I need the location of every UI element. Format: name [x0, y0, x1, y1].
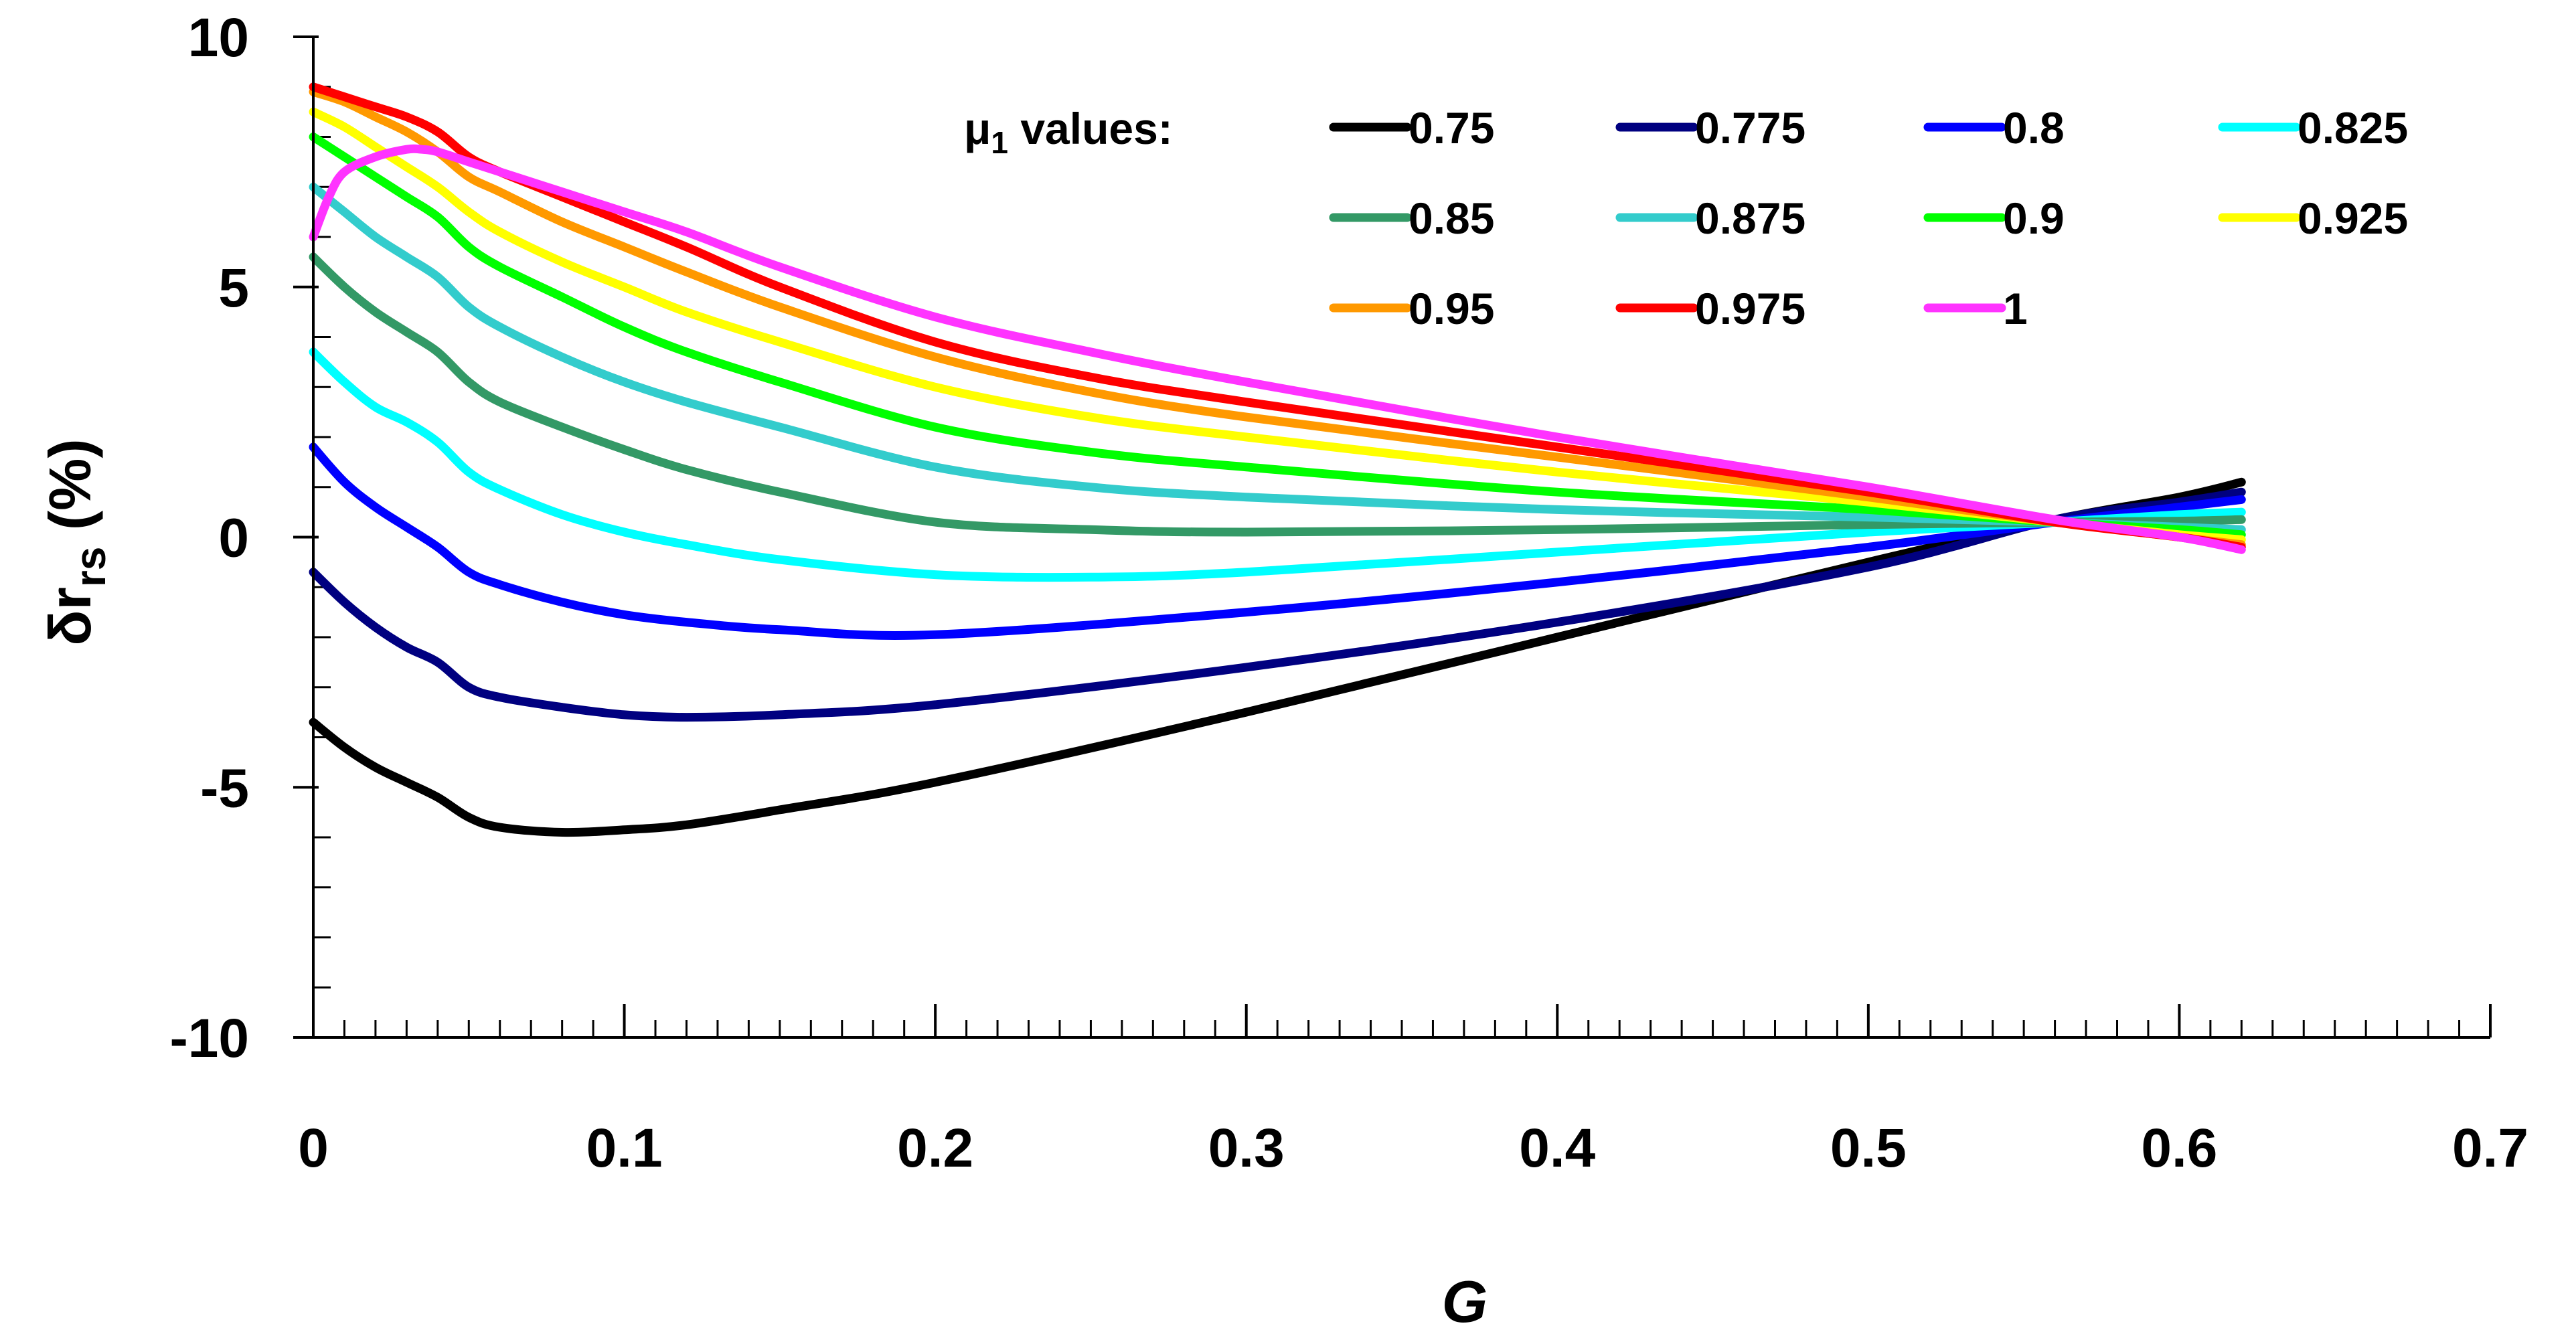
y-tick-label: 10: [188, 7, 249, 68]
legend-title: μ1 values:: [964, 104, 1173, 160]
y-axis-title-prefix: δr: [37, 587, 103, 646]
legend-label: 0.775: [1695, 103, 1805, 153]
series-line-0.75: [309, 477, 2246, 837]
minor-tick-marks: [313, 86, 2461, 1037]
legend-label: 0.975: [1695, 284, 1805, 333]
series-line-0.975: [309, 82, 2246, 552]
legend-title-prefix: μ: [964, 104, 991, 153]
legend-label: 0.95: [1408, 284, 1494, 333]
series-line-0.8: [309, 442, 2246, 640]
legend-title-subscript: 1: [991, 125, 1008, 160]
legend-label: 0.9: [2003, 193, 2065, 243]
y-tick-label: -5: [200, 758, 249, 819]
y-axis-title-subscript: rs: [66, 547, 114, 588]
x-tick-label: 0.4: [1519, 1118, 1595, 1179]
legend-title-suffix: values:: [1008, 104, 1173, 153]
y-tick-label: 0: [218, 508, 249, 569]
x-tick-label: 0.6: [2141, 1118, 2217, 1179]
x-tick-label: 0: [298, 1118, 329, 1179]
x-tick-labels: 0 0.1 0.2 0.3 0.4 0.5 0.6 0.7: [298, 1118, 2528, 1179]
x-axis-title: G: [1442, 1268, 1487, 1335]
legend-label: 0.75: [1408, 103, 1494, 153]
legend-label: 0.85: [1408, 193, 1494, 243]
y-tick-label: -10: [169, 1008, 249, 1069]
x-tick-label: 0.3: [1208, 1118, 1285, 1179]
y-axis-title-suffix: (%): [37, 438, 103, 546]
x-tick-label: 0.2: [897, 1118, 973, 1179]
legend-label: 1: [2003, 284, 2028, 333]
series-line-0.775: [309, 487, 2246, 722]
series-line-0.925: [309, 107, 2246, 544]
y-tick-label: 5: [218, 258, 249, 319]
x-tick-label: 0.7: [2452, 1118, 2528, 1179]
legend-label: 0.925: [2298, 193, 2408, 243]
series-line-0.875: [309, 182, 2246, 534]
x-tick-label: 0.5: [1830, 1118, 1907, 1179]
y-axis-title: δrrs (%): [37, 438, 114, 645]
legend-label: 0.825: [2298, 103, 2408, 153]
y-tick-labels: -10 -5 0 5 10: [169, 7, 249, 1069]
series-line-1: [309, 144, 2246, 554]
legend-label: 0.8: [2003, 103, 2065, 153]
series-line-0.9: [309, 133, 2246, 539]
x-tick-label: 0.1: [586, 1118, 663, 1179]
data-lines: [309, 82, 2246, 837]
legend-label: 0.875: [1695, 193, 1805, 243]
series-line-0.825: [309, 347, 2246, 582]
series-line-0.85: [309, 252, 2246, 537]
